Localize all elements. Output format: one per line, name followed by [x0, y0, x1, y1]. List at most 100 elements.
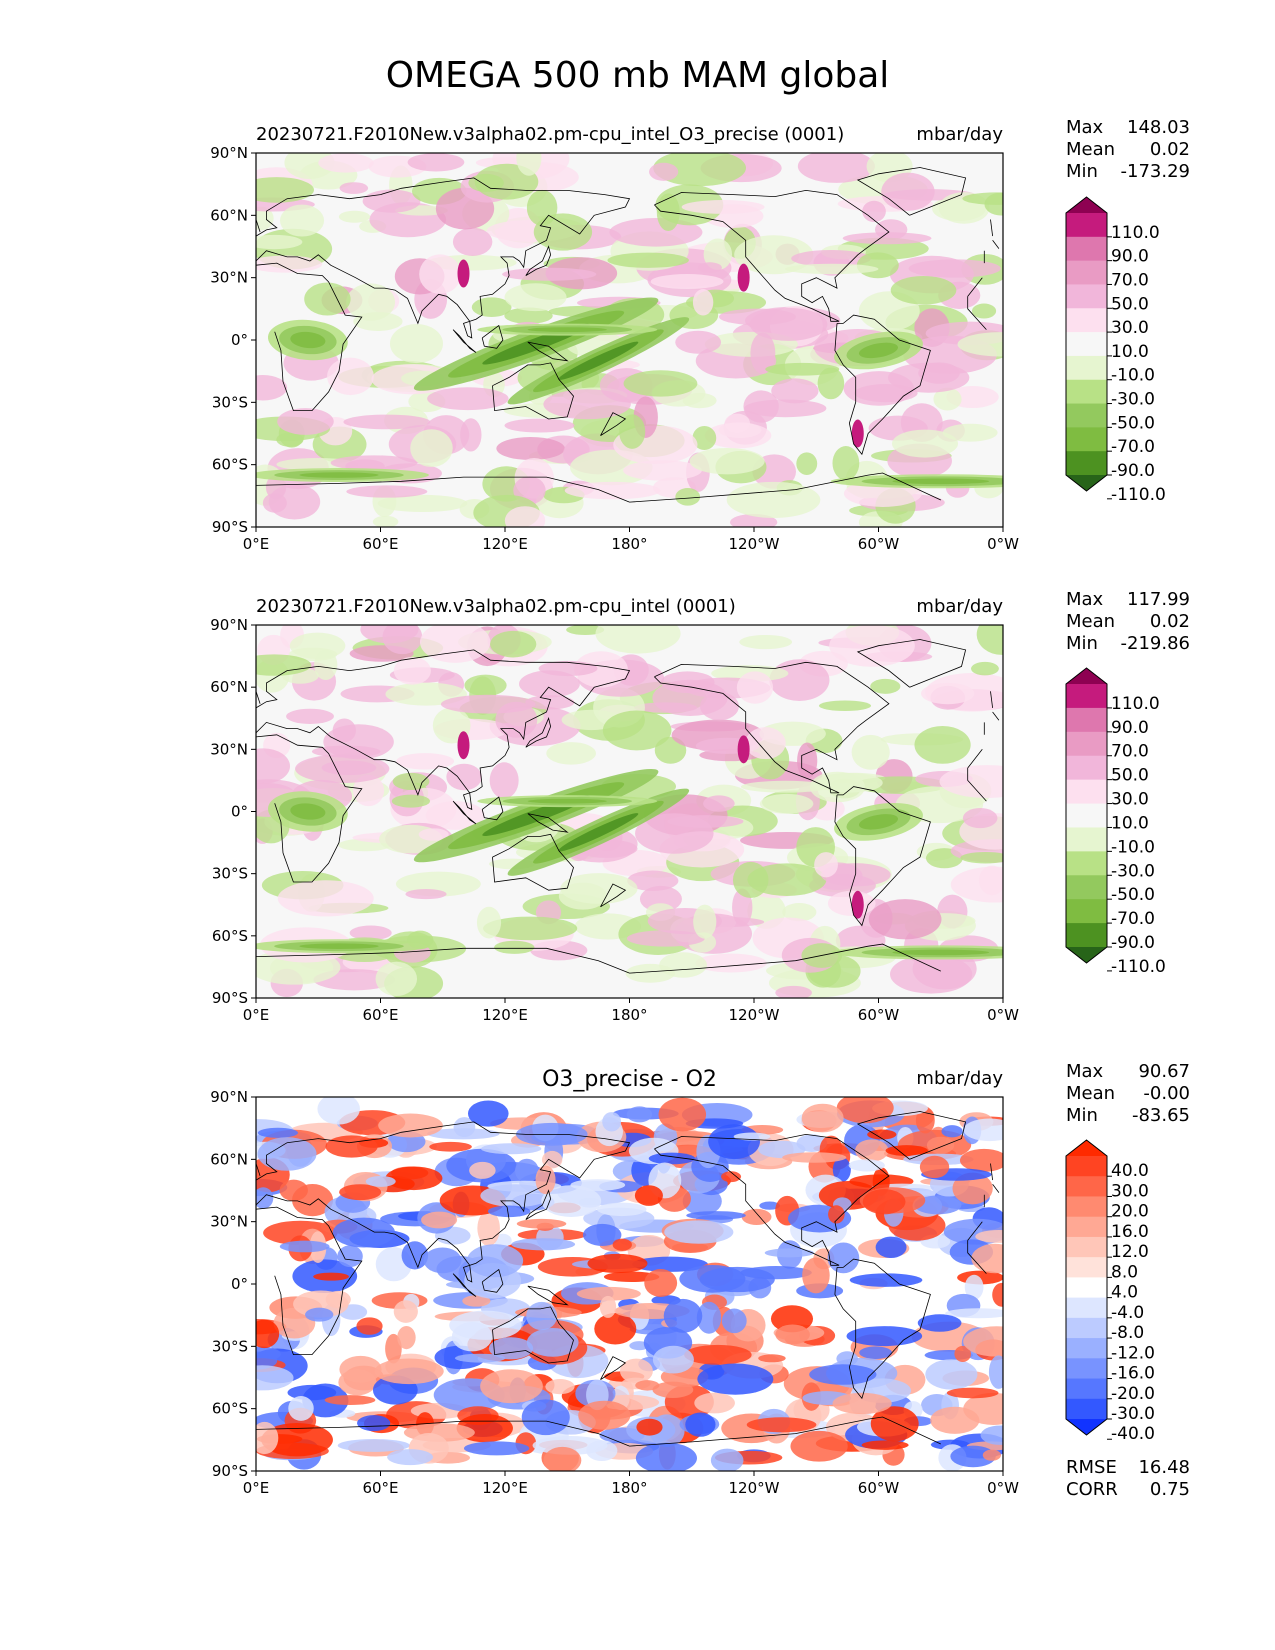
colorbar-segment	[1066, 332, 1107, 357]
x-tick-label: 60°W	[858, 535, 900, 553]
colorbar-segment	[1066, 707, 1107, 733]
colorbar-segment	[1066, 236, 1107, 262]
coastline	[856, 167, 967, 216]
colorbar-segment	[1066, 1176, 1107, 1197]
colorbar-segment	[1066, 779, 1107, 805]
colorbar-tick-label: -110.0	[1111, 957, 1166, 977]
y-tick-label: 60°S	[212, 927, 248, 945]
colorbar-segment	[1066, 427, 1107, 452]
stat-value: 148.03	[1127, 117, 1190, 138]
colorbar-segment	[1066, 1236, 1107, 1258]
colorbar-segment	[1066, 1196, 1107, 1218]
coastline	[525, 245, 552, 276]
colorbar-tick-label: 110.0	[1111, 223, 1160, 243]
colorbar-tick-label: 8.0	[1111, 1262, 1138, 1282]
coastline	[256, 1121, 1000, 1283]
x-tick-label: 180°	[611, 535, 647, 553]
panel-2: 20230721.F2010New.v3alpha02.pm-cpu_intel…	[210, 589, 1190, 1024]
colorbar-extend-min	[1066, 475, 1107, 491]
coastlines	[256, 1111, 1000, 1447]
coastline	[600, 1356, 627, 1380]
coastline	[256, 1416, 941, 1447]
coastline	[492, 833, 574, 891]
coastlines	[256, 167, 1000, 503]
y-tick-label: 60°N	[210, 678, 248, 696]
colorbar-tick-label: -20.0	[1111, 1384, 1155, 1404]
x-tick-label: 120°E	[482, 535, 528, 553]
colorbar-tick-label: 70.0	[1111, 742, 1149, 762]
colorbar-segment	[1066, 451, 1107, 476]
y-tick-label: 30°N	[210, 740, 248, 758]
stat-value: 16.48	[1138, 1457, 1190, 1478]
colorbar-tick-label: 70.0	[1111, 270, 1149, 290]
panel-title: 20230721.F2010New.v3alpha02.pm-cpu_intel…	[256, 124, 844, 145]
colorbar-tick-label: -30.0	[1111, 861, 1155, 881]
colorbar-segment	[1066, 684, 1107, 709]
stat-value: 0.02	[1150, 139, 1190, 160]
colorbar-segment	[1066, 403, 1107, 428]
colorbar-segment	[1066, 284, 1107, 309]
stat-label: Min	[1066, 633, 1098, 654]
panel-3: O3_precise - O2 mbar/day 0°E 60°E 120°E 180° 1…	[210, 1061, 1190, 1500]
y-tick-label: 30°N	[210, 269, 248, 287]
colorbar-segment	[1066, 851, 1107, 876]
colorbar-tick-label: 40.0	[1111, 1161, 1149, 1181]
colorbar-segment	[1066, 1338, 1107, 1359]
colorbar-tick-label: 50.0	[1111, 766, 1149, 786]
coastline	[452, 800, 477, 825]
colorbar-tick-label: 12.0	[1111, 1242, 1149, 1262]
stat-label: Max	[1066, 1061, 1104, 1082]
colorbar-segment	[1066, 308, 1107, 333]
colorbar-segment	[1066, 1156, 1107, 1177]
y-tick-label: 0°	[231, 803, 248, 821]
stat-value: -219.86	[1121, 633, 1190, 654]
coastline	[256, 177, 1000, 339]
colorbar-segment	[1066, 899, 1107, 924]
y-tick-label: 60°S	[212, 456, 248, 474]
coastline	[834, 786, 931, 927]
coastline	[256, 472, 941, 503]
panel-1: 20230721.F2010New.v3alpha02.pm-cpu_intel…	[210, 117, 1190, 553]
x-tick-label: 60°E	[362, 1006, 398, 1024]
coastline	[256, 262, 987, 411]
coastline	[256, 943, 941, 974]
x-tick-label: 120°W	[729, 1479, 780, 1497]
colorbar-tick-label: -50.0	[1111, 413, 1155, 433]
y-tick-label: 90°S	[212, 518, 248, 536]
stat-label: Min	[1066, 161, 1098, 182]
coastline	[856, 1111, 967, 1160]
stat-label: Mean	[1066, 611, 1115, 632]
y-tick-label: 60°N	[210, 206, 248, 224]
coastline	[834, 1258, 931, 1400]
colorbar-tick-label: 4.0	[1111, 1283, 1138, 1303]
stat-label: CORR	[1066, 1479, 1118, 1500]
stat-label: Max	[1066, 117, 1104, 138]
colorbar-tick-label: -40.0	[1111, 1424, 1155, 1444]
x-tick-label: 120°W	[729, 1006, 780, 1024]
colorbar-tick-label: -70.0	[1111, 437, 1155, 457]
stat-value: -0.00	[1143, 1083, 1190, 1104]
coastline	[256, 691, 993, 708]
colorbar-segment	[1066, 1317, 1107, 1339]
y-tick-label: 30°N	[210, 1213, 248, 1231]
x-tick-label: 0°W	[987, 535, 1019, 553]
y-tick-label: 30°S	[212, 1337, 248, 1355]
colorbar-segment	[1066, 731, 1107, 757]
x-tick-label: 0°E	[243, 1479, 270, 1497]
y-tick-label: 60°S	[212, 1400, 248, 1418]
colorbar-tick-label: 30.0	[1111, 790, 1149, 810]
coastline	[654, 1133, 890, 1266]
stat-value: -83.65	[1132, 1105, 1190, 1126]
coastline	[600, 412, 627, 436]
colorbar-tick-label: 20.0	[1111, 1202, 1149, 1222]
coastline	[256, 1163, 993, 1181]
colorbar-tick-label: -8.0	[1111, 1323, 1144, 1343]
colorbar-segment	[1066, 1216, 1107, 1238]
colorbar-extend-min	[1066, 947, 1107, 963]
colorbar-segment	[1066, 260, 1107, 285]
colorbar-segment	[1066, 923, 1107, 948]
colorbar-tick-label: 30.0	[1111, 318, 1149, 338]
stat-label: RMSE	[1066, 1457, 1117, 1478]
colorbar-tick-label: 90.0	[1111, 247, 1149, 267]
coastline	[452, 329, 477, 353]
